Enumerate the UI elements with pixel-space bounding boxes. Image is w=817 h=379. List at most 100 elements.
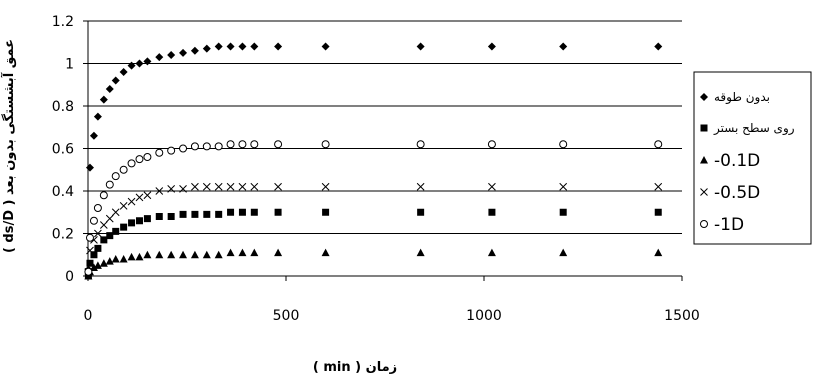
data-point <box>202 182 211 191</box>
data-point <box>191 182 199 191</box>
data-point <box>559 182 568 191</box>
data-point <box>89 131 98 140</box>
data-point <box>416 140 425 149</box>
data-point <box>99 95 108 104</box>
data-point <box>274 182 282 191</box>
y-tick-label: 0.8 <box>52 99 74 115</box>
legend-label: -0.1D <box>714 151 760 171</box>
data-point <box>214 250 223 259</box>
data-point <box>238 42 247 51</box>
data-point <box>654 182 663 191</box>
y-tick-label: 0.2 <box>52 227 74 243</box>
data-point <box>135 252 144 261</box>
data-point <box>250 140 259 149</box>
data-point <box>274 248 283 257</box>
data-point <box>417 208 425 216</box>
data-point <box>119 255 128 263</box>
legend-marker <box>700 93 708 101</box>
data-point <box>167 250 176 259</box>
data-point <box>119 165 128 174</box>
data-point <box>89 263 98 271</box>
data-point <box>105 257 114 265</box>
series-2-points <box>84 248 663 280</box>
x-tick-labels: 0 500 1000 1500 <box>84 308 700 324</box>
data-point <box>322 208 330 216</box>
data-point <box>202 44 211 53</box>
data-point <box>111 208 120 217</box>
data-point <box>226 182 235 191</box>
data-point <box>654 42 663 51</box>
legend-label: بدون طوقه <box>714 90 770 105</box>
legend-marker <box>700 188 708 196</box>
data-point <box>85 233 94 242</box>
data-point <box>120 223 128 231</box>
x-axis-title: زمان ( min ) <box>313 360 397 375</box>
data-point <box>112 227 120 235</box>
x-axis <box>87 275 683 281</box>
data-point <box>274 140 283 149</box>
data-point <box>559 248 568 257</box>
data-point <box>99 221 108 229</box>
legend-marker <box>700 220 708 228</box>
data-point <box>119 68 128 76</box>
data-point <box>179 48 188 57</box>
data-point <box>227 208 235 216</box>
data-point <box>135 193 144 202</box>
data-point <box>127 159 136 168</box>
x-tick-label: 1500 <box>664 308 700 324</box>
data-point <box>559 42 568 51</box>
series-0-points <box>84 42 663 274</box>
data-point <box>226 248 235 257</box>
data-point <box>654 140 663 149</box>
data-point <box>94 229 102 238</box>
data-point <box>250 42 259 51</box>
data-point <box>127 197 136 206</box>
data-point <box>167 51 176 59</box>
data-point <box>179 185 187 193</box>
data-point <box>190 142 199 151</box>
data-point <box>143 250 152 259</box>
legend-marker <box>700 124 708 132</box>
data-point <box>155 213 163 220</box>
data-point <box>143 215 151 223</box>
data-point <box>416 182 425 191</box>
data-point <box>155 187 164 195</box>
data-point <box>155 250 164 259</box>
data-point <box>226 42 235 51</box>
data-point <box>93 204 102 212</box>
data-point <box>100 236 108 244</box>
data-point <box>179 210 187 218</box>
data-point <box>111 255 120 263</box>
data-point <box>94 244 102 252</box>
data-point <box>86 246 94 255</box>
data-point <box>179 250 188 259</box>
data-point <box>238 140 247 149</box>
data-point <box>321 140 330 149</box>
data-point <box>167 213 175 220</box>
series-3-points <box>84 182 663 276</box>
data-point <box>214 142 223 151</box>
series-4-points <box>84 140 663 276</box>
data-point <box>105 214 114 223</box>
data-point <box>654 248 663 257</box>
data-point <box>167 185 176 193</box>
data-point <box>135 59 144 68</box>
y-tick-label: 0 <box>65 269 74 285</box>
legend-box <box>693 71 812 245</box>
data-point <box>321 248 330 257</box>
legend-label: روی سطح بستر <box>713 121 795 136</box>
data-point <box>155 148 164 157</box>
data-point <box>89 216 98 225</box>
data-point <box>487 140 496 149</box>
data-point <box>105 85 114 93</box>
data-point <box>250 248 259 257</box>
data-point <box>99 191 108 200</box>
data-point <box>203 210 211 218</box>
data-point <box>111 172 120 181</box>
data-point <box>135 155 144 164</box>
data-point <box>128 219 136 227</box>
y-tick-label: 0.6 <box>52 142 74 158</box>
data-point <box>167 146 176 155</box>
data-point <box>127 252 136 261</box>
data-point <box>215 210 223 218</box>
